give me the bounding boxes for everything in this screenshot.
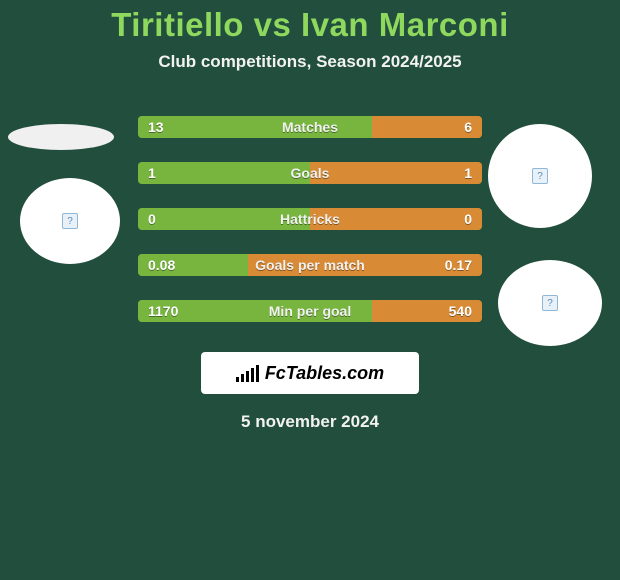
brand-badge: FcTables.com (201, 352, 419, 394)
subtitle: Club competitions, Season 2024/2025 (0, 52, 620, 72)
stat-row: 0.08 0.17 Goals per match (138, 254, 482, 276)
content: Tiritiello vs Ivan Marconi Club competit… (0, 0, 620, 432)
stat-fill-left (138, 162, 310, 184)
stat-row: 1 1 Goals (138, 162, 482, 184)
title-vs: vs (254, 6, 292, 43)
title-player1: Tiritiello (111, 6, 244, 43)
stat-rows: 13 6 Matches 1 1 Goals 0 0 Hattricks 0.08 0.17 Goal… (138, 116, 482, 322)
stat-label: Matches (282, 119, 338, 135)
stat-label: Hattricks (280, 211, 340, 227)
title-player2: Ivan Marconi (301, 6, 509, 43)
stat-label: Goals (291, 165, 330, 181)
stat-fill-right (310, 162, 482, 184)
stat-row: 1170 540 Min per goal (138, 300, 482, 322)
stat-row: 13 6 Matches (138, 116, 482, 138)
stat-value-right: 0 (464, 211, 472, 227)
stat-label: Goals per match (255, 257, 365, 273)
stat-value-right: 1 (464, 165, 472, 181)
stat-row: 0 0 Hattricks (138, 208, 482, 230)
stat-value-left: 13 (148, 119, 164, 135)
stat-value-left: 1170 (148, 303, 178, 319)
stat-value-left: 0.08 (148, 257, 175, 273)
date-label: 5 november 2024 (0, 412, 620, 432)
stat-value-right: 0.17 (445, 257, 472, 273)
brand-bars-icon (236, 364, 259, 382)
stat-value-left: 1 (148, 165, 156, 181)
page-title: Tiritiello vs Ivan Marconi (0, 6, 620, 44)
stat-value-right: 540 (449, 303, 472, 319)
stat-value-left: 0 (148, 211, 156, 227)
stat-value-right: 6 (464, 119, 472, 135)
brand-text: FcTables.com (265, 363, 384, 384)
stat-label: Min per goal (269, 303, 351, 319)
